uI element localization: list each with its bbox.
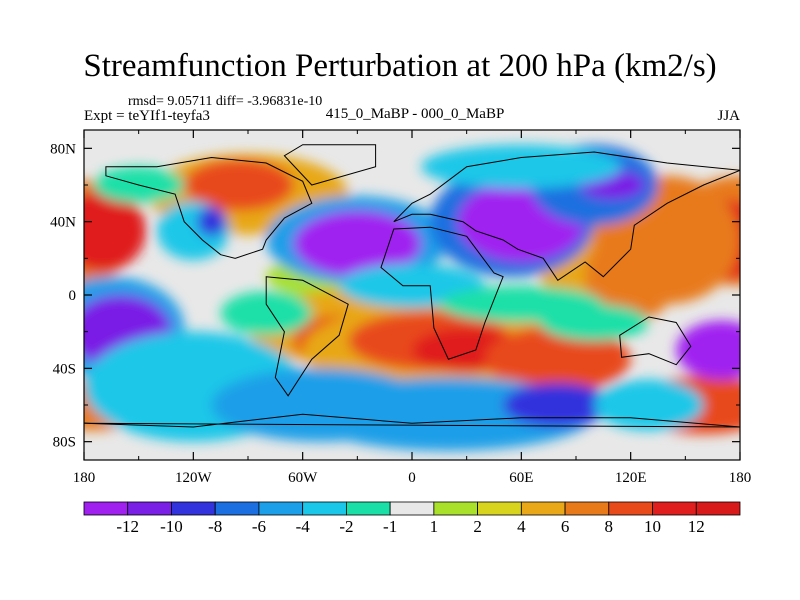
x-tick-label: 60W — [288, 470, 318, 486]
field-region-39 — [220, 291, 312, 336]
field-region-12 — [484, 326, 631, 393]
colorbar-label: -8 — [208, 517, 222, 536]
y-tick-label: 80S — [53, 435, 76, 451]
coastline-6 — [84, 413, 740, 428]
colorbar-swatch — [127, 501, 172, 516]
colorbar-label: 10 — [644, 517, 661, 536]
colorbar-swatch — [345, 501, 391, 516]
colorbar-swatch — [83, 501, 129, 516]
y-axis: 80N 40N 0 40S 80S — [50, 141, 740, 451]
colorbar-label: 12 — [688, 517, 705, 536]
colorbar-label: -10 — [160, 517, 183, 536]
x-tick-label: 120W — [175, 470, 213, 486]
chart-title: Streamfunction Perturbation at 200 hPa (… — [83, 48, 717, 84]
colorbar-swatch — [389, 501, 435, 516]
coastline-0 — [105, 156, 313, 259]
y-tick-label: 40N — [50, 215, 76, 231]
colorbar-swatch — [652, 501, 697, 516]
map-area — [84, 130, 740, 460]
x-tick-label: 180 — [73, 470, 96, 486]
x-tick-label: 0 — [408, 470, 416, 486]
experiment-label: Expt = teYIf1-teyfa3 — [84, 108, 210, 124]
colorbar-swatch — [258, 501, 304, 516]
x-tick-label: 180 — [729, 470, 752, 486]
coastline-1 — [265, 276, 349, 397]
y-tick-label: 80N — [50, 141, 76, 157]
colorbar: -12 -10 -8 -6 -4 -2 -1 1 2 4 6 8 10 12 — [83, 501, 741, 536]
colorbar-swatch — [171, 501, 216, 516]
colorbar-swatch — [695, 501, 741, 516]
colorbar-label: -12 — [116, 517, 139, 536]
coastline-5 — [283, 144, 377, 186]
colorbar-label: 1 — [430, 517, 439, 536]
colorbar-swatch — [477, 501, 522, 516]
colorbar-label: -6 — [252, 517, 266, 536]
coastline-3 — [393, 151, 740, 281]
center-label: 415_0_MaBP - 000_0_MaBP — [325, 106, 505, 122]
colorbar-label: -4 — [296, 517, 311, 536]
colorbar-swatch — [433, 501, 479, 516]
field-region-24 — [196, 207, 227, 237]
colorbar-label: -1 — [383, 517, 397, 536]
colorbar-label: 8 — [605, 517, 614, 536]
x-axis: 180 120W 60W 0 60E 120E 180 — [73, 130, 752, 486]
colorbar-swatch — [564, 501, 610, 516]
x-tick-label: 60E — [509, 470, 533, 486]
field-region-34 — [503, 383, 613, 427]
stats-text: rmsd= 9.05711 diff= -3.96831e-10 — [128, 94, 323, 109]
field-region-40 — [539, 304, 649, 341]
field-region-29 — [421, 144, 622, 189]
colorbar-label: 6 — [561, 517, 570, 536]
coastline-2 — [380, 226, 504, 360]
field-region-22 — [293, 210, 422, 277]
colorbar-label: -2 — [339, 517, 353, 536]
x-tick-label: 120E — [615, 470, 647, 486]
field-region-35 — [676, 320, 740, 380]
colorbar-label: 2 — [473, 517, 482, 536]
colorbar-swatch — [214, 501, 260, 516]
colorbar-label: 4 — [517, 517, 526, 536]
field-region-5 — [184, 159, 294, 211]
colorbar-swatch — [608, 501, 653, 516]
coastline-4 — [619, 316, 692, 366]
field-region-1 — [84, 190, 146, 272]
y-tick-label: 0 — [69, 288, 77, 304]
y-tick-label: 40S — [53, 361, 76, 377]
season-label: JJA — [717, 108, 740, 124]
colorbar-swatch — [302, 501, 347, 516]
colorbar-swatch — [520, 501, 566, 516]
